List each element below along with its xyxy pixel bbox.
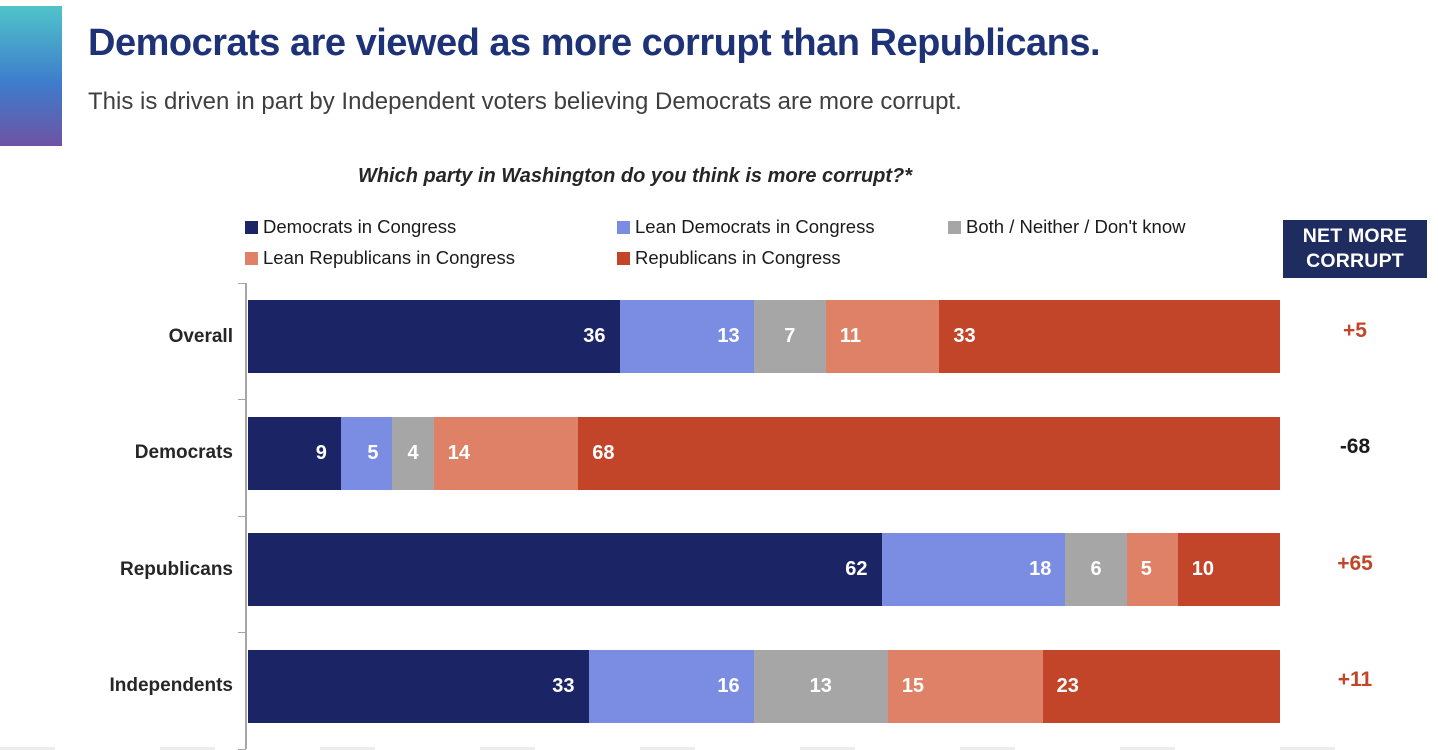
segment-value-label: 13	[809, 674, 832, 697]
legend-label: Lean Democrats in Congress	[635, 216, 875, 237]
legend-item: Democrats in Congress	[245, 216, 456, 238]
legend-swatch-icon	[948, 220, 961, 234]
axis-tick	[238, 282, 246, 284]
bar-segment: 13	[619, 300, 754, 373]
legend-label: Republicans in Congress	[635, 247, 841, 268]
bar-segment: 13	[753, 649, 888, 723]
segment-value-label: 14	[447, 441, 470, 464]
page-title: Democrats are viewed as more corrupt tha…	[88, 22, 1101, 64]
chart-question: Which party in Washington do you think i…	[357, 165, 913, 187]
legend-item: Republicans in Congress	[617, 247, 841, 269]
bar-row: 33 16 13 15 23	[248, 649, 1280, 723]
net-value: +11	[1337, 668, 1373, 691]
bar-segment: 5	[340, 416, 393, 490]
segment-value-label: 33	[552, 674, 575, 697]
legend-label: Both / Neither / Don't know	[966, 216, 1186, 237]
segment-value-label: 33	[953, 325, 976, 347]
legend-label: Democrats in Congress	[263, 216, 457, 237]
bar-segment: 14	[433, 416, 579, 490]
segment-value-label: 16	[717, 674, 740, 697]
bar-segment: 23	[1042, 649, 1280, 723]
axis-tick	[238, 515, 246, 517]
segment-value-label: 5	[367, 441, 379, 464]
bar-segment: 36	[248, 300, 620, 373]
bottom-dashed-line	[0, 747, 1438, 750]
segment-value-label: 11	[839, 325, 862, 347]
segment-value-label: 36	[583, 325, 606, 347]
segment-value-label: 5	[1140, 558, 1152, 580]
bar-segment: 15	[887, 649, 1043, 723]
bar-segment: 62	[248, 533, 882, 606]
bar-segment: 16	[588, 649, 754, 723]
bar-segment: 33	[939, 300, 1280, 373]
legend-swatch-icon	[617, 220, 630, 234]
net-more-corrupt-badge: NET MORE CORRUPT	[1283, 220, 1427, 278]
net-value: +65	[1337, 551, 1373, 575]
segment-value-label: 15	[901, 674, 925, 697]
segment-value-label: 10	[1191, 558, 1215, 580]
bar-segment: 5	[1126, 533, 1178, 606]
bar-segment: 10	[1177, 533, 1280, 606]
legend-item: Both / Neither / Don't know	[948, 216, 1185, 238]
legend-label: Lean Republicans in Congress	[263, 247, 515, 268]
bar-segment: 6	[1065, 533, 1127, 606]
page-subtitle: This is driven in part by Independent vo…	[88, 88, 962, 115]
segment-value-label: 62	[845, 558, 868, 580]
segment-value-label: 13	[717, 325, 740, 347]
segment-value-label: 18	[1029, 558, 1052, 580]
bar-segment: 9	[248, 416, 341, 490]
axis-tick	[238, 399, 246, 400]
row-label: Democrats	[134, 442, 233, 463]
bar-segment: 18	[881, 533, 1066, 606]
legend-swatch-icon	[245, 220, 258, 234]
legend-swatch-icon	[245, 251, 258, 265]
segment-value-label: 4	[407, 441, 419, 464]
legend-item: Lean Republicans in Congress	[245, 247, 515, 269]
segment-value-label: 23	[1056, 674, 1079, 697]
category-axis-line	[245, 283, 247, 749]
row-label: Republicans	[120, 558, 233, 580]
legend-item: Lean Democrats in Congress	[617, 216, 875, 238]
row-label: Independents	[109, 675, 233, 696]
segment-value-label: 68	[592, 441, 615, 464]
bar-row: 62 18 6 5 10	[248, 533, 1280, 606]
net-value: -68	[1339, 435, 1371, 458]
bar-segment: 33	[248, 649, 589, 723]
bar-segment: 7	[753, 300, 826, 373]
bar-segment: 68	[578, 416, 1280, 490]
bar-segment: 11	[825, 300, 940, 373]
segment-value-label: 7	[784, 325, 796, 347]
legend-swatch-icon	[617, 251, 630, 265]
segment-value-label: 9	[315, 441, 327, 464]
row-label: Overall	[168, 325, 233, 347]
bar-row: 36 13 7 11 33	[248, 300, 1280, 373]
bar-segment: 4	[392, 416, 434, 490]
bar-row: 9 5 4 14 68	[248, 416, 1280, 490]
axis-tick	[238, 632, 246, 633]
segment-value-label: 6	[1090, 558, 1102, 580]
accent-gradient-bar	[0, 6, 62, 146]
net-value: +5	[1343, 318, 1367, 342]
